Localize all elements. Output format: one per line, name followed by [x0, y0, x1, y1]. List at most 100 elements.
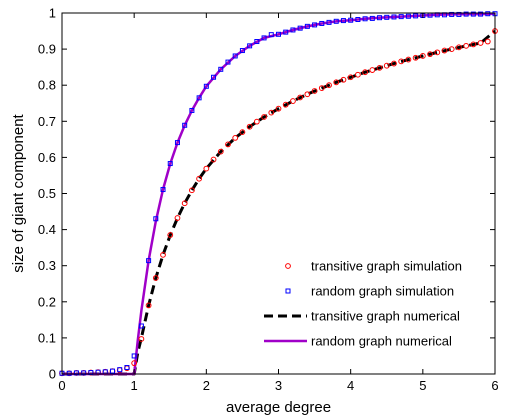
data-point: [261, 114, 267, 120]
data-point: [211, 74, 217, 80]
series-markers-random-graph-simulation: [59, 11, 498, 376]
data-point: [362, 16, 368, 22]
data-point: [419, 53, 426, 59]
y-tick-label: 0.1: [38, 330, 56, 345]
data-point: [398, 58, 405, 65]
data-point: [354, 71, 361, 78]
data-point: [478, 11, 484, 17]
data-point: [131, 353, 137, 359]
data-point: [253, 118, 260, 125]
x-tick-label: 6: [491, 378, 498, 393]
data-point: [261, 35, 267, 41]
data-point: [290, 98, 296, 104]
legend-item-transitive-graph-numerical: transitive graph numerical: [264, 309, 460, 324]
data-point: [369, 15, 375, 21]
data-point: [160, 251, 166, 258]
data-point: [312, 22, 318, 28]
plot-layer: [59, 11, 498, 377]
data-point: [405, 13, 411, 19]
data-point: [384, 14, 390, 20]
data-point: [181, 200, 188, 207]
data-point: [377, 15, 383, 21]
data-point: [203, 83, 209, 89]
data-point: [276, 31, 281, 37]
data-point: [88, 370, 94, 376]
data-point: [152, 275, 159, 281]
legend-marker: [285, 288, 291, 294]
data-point: [485, 11, 491, 17]
legend-item-transitive-graph-simulation: transitive graph simulation: [285, 259, 462, 274]
y-tick-label: 0.6: [38, 150, 56, 165]
data-point: [239, 48, 245, 54]
y-tick-label: 0.2: [38, 294, 56, 309]
data-point: [347, 74, 354, 81]
data-point: [268, 32, 274, 38]
legend-marker: [285, 263, 291, 269]
data-point: [333, 79, 340, 86]
legend-item-random-graph-numerical: random graph numerical: [264, 334, 452, 349]
data-point: [232, 135, 239, 141]
y-tick-label: 0.5: [38, 186, 56, 201]
data-point: [174, 215, 181, 221]
y-tick-label: 0.7: [38, 114, 56, 129]
data-point: [167, 232, 174, 238]
legend-item-random-graph-simulation: random graph simulation: [285, 284, 454, 299]
y-tick-label: 0: [49, 367, 56, 382]
data-point: [290, 27, 296, 33]
data-point: [362, 69, 369, 76]
data-point: [275, 105, 282, 112]
x-tick-label: 1: [131, 378, 138, 393]
data-point: [297, 94, 304, 101]
data-point: [449, 11, 455, 17]
data-point: [145, 302, 152, 309]
data-point: [355, 16, 361, 22]
series-line-transitive-graph-numerical: [62, 29, 496, 376]
data-point: [391, 14, 397, 20]
data-point: [369, 67, 376, 73]
data-point: [448, 46, 455, 52]
data-point: [232, 53, 238, 59]
data-point: [297, 25, 303, 31]
data-point: [210, 156, 217, 163]
data-point: [203, 165, 210, 172]
y-axis-title: size of giant component: [10, 113, 27, 272]
data-point: [189, 107, 195, 113]
data-point: [326, 82, 332, 89]
data-point: [398, 14, 404, 20]
y-tick-label: 0.9: [38, 42, 56, 57]
data-point: [311, 88, 318, 94]
data-point: [138, 323, 144, 329]
data-point: [348, 17, 354, 23]
data-point: [318, 85, 325, 91]
data-point: [196, 175, 203, 182]
data-point: [66, 370, 72, 376]
data-point: [304, 23, 310, 29]
data-point: [427, 51, 433, 58]
legend-label: random graph numerical: [311, 334, 452, 349]
data-point: [247, 43, 253, 49]
data-point: [254, 39, 260, 45]
y-tick-label: 0.8: [38, 78, 56, 93]
x-axis-title: average degree: [226, 399, 331, 416]
data-point: [196, 95, 202, 101]
data-point: [383, 62, 390, 69]
data-point: [124, 365, 130, 371]
data-point: [189, 187, 195, 194]
x-tick-label: 2: [203, 378, 210, 393]
data-point: [138, 336, 145, 342]
tick-layer: 0 1 2 3 4 5 6 0 0.1 0.2 0.3 0.4 0.5 0.6 0.7 0.8 0.9 1: [38, 6, 499, 394]
data-point: [110, 368, 116, 374]
x-tick-label: 4: [347, 378, 354, 393]
data-point: [477, 40, 484, 46]
data-point: [340, 18, 346, 24]
data-point: [117, 367, 123, 373]
data-point: [225, 59, 231, 65]
data-point: [405, 56, 412, 63]
legend-label: random graph simulation: [311, 284, 454, 299]
y-tick-label: 1: [49, 6, 56, 21]
data-point: [434, 49, 441, 56]
data-point: [217, 148, 224, 155]
data-point: [441, 47, 448, 54]
x-tick-label: 3: [275, 378, 282, 393]
